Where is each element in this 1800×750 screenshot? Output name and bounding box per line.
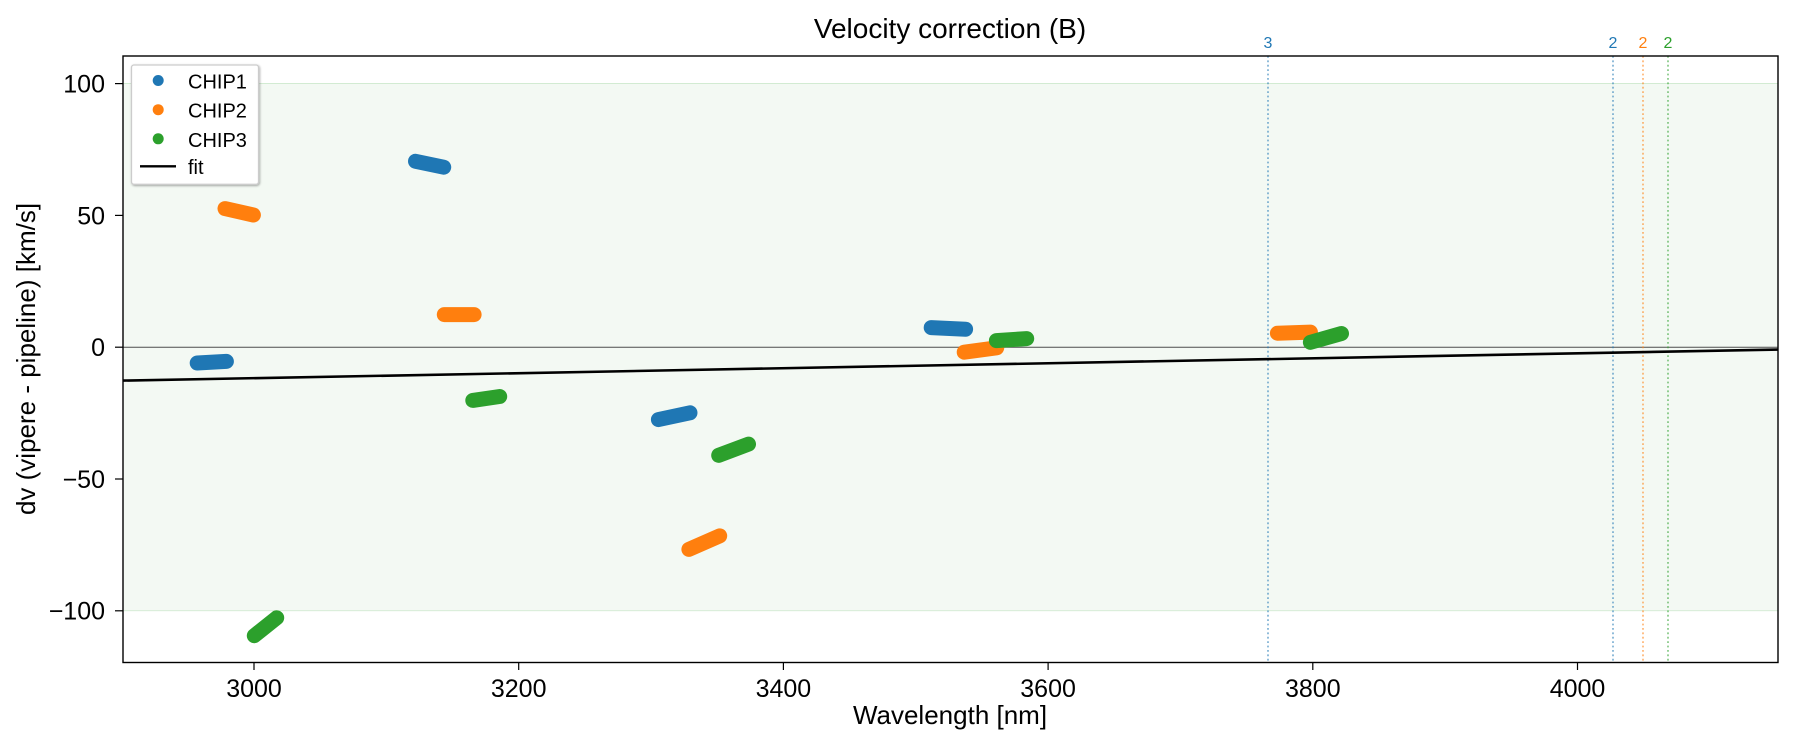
svg-text:Wavelength [nm]: Wavelength [nm] bbox=[853, 700, 1047, 730]
svg-text:dv (vipere - pipeline) [km/s]: dv (vipere - pipeline) [km/s] bbox=[11, 203, 41, 515]
svg-text:3000: 3000 bbox=[226, 675, 282, 703]
svg-text:3600: 3600 bbox=[1020, 675, 1076, 703]
svg-text:Velocity correction (B): Velocity correction (B) bbox=[814, 13, 1086, 44]
svg-text:2: 2 bbox=[1609, 35, 1618, 52]
svg-text:3400: 3400 bbox=[756, 675, 812, 703]
svg-text:4000: 4000 bbox=[1550, 675, 1606, 703]
svg-text:−50: −50 bbox=[63, 466, 105, 494]
svg-text:50: 50 bbox=[77, 202, 105, 230]
svg-text:3800: 3800 bbox=[1285, 675, 1341, 703]
svg-text:fit: fit bbox=[188, 157, 204, 179]
svg-text:100: 100 bbox=[63, 71, 105, 99]
svg-text:CHIP3: CHIP3 bbox=[188, 130, 247, 152]
svg-text:−100: −100 bbox=[49, 598, 105, 626]
svg-text:CHIP2: CHIP2 bbox=[188, 101, 247, 123]
svg-text:2: 2 bbox=[1639, 35, 1648, 52]
svg-text:3200: 3200 bbox=[491, 675, 547, 703]
svg-text:2: 2 bbox=[1664, 35, 1673, 52]
svg-text:CHIP1: CHIP1 bbox=[188, 72, 247, 94]
svg-text:0: 0 bbox=[91, 334, 105, 362]
svg-text:3: 3 bbox=[1264, 35, 1273, 52]
